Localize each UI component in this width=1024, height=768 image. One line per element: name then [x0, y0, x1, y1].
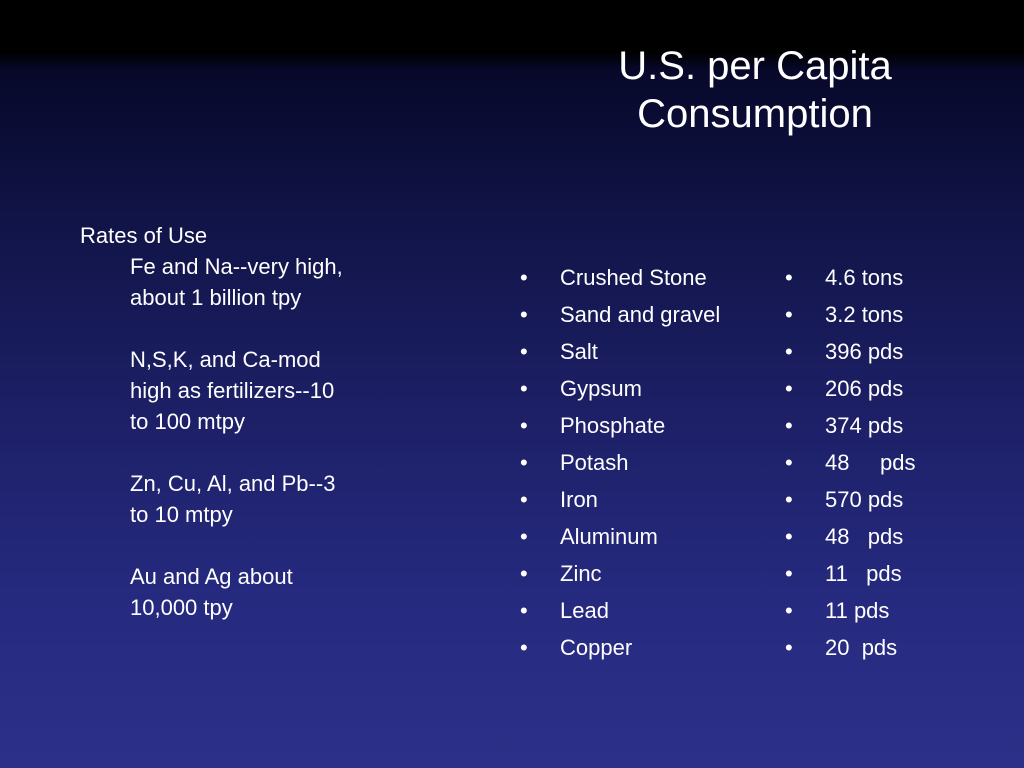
- material-item: • Salt: [520, 333, 780, 370]
- material-item: • Gypsum: [520, 370, 780, 407]
- material-item: • Zinc: [520, 555, 780, 592]
- bullet-icon: •: [785, 265, 793, 290]
- amount-item: • 374 pds: [785, 407, 985, 444]
- rate-line: Au and Ag about: [130, 564, 293, 589]
- bullet-icon: •: [785, 635, 793, 660]
- rates-heading: Rates of Use: [80, 223, 208, 248]
- bullet-icon: •: [785, 339, 793, 364]
- material-item: • Copper: [520, 629, 780, 666]
- amount-value: 396 pds: [825, 339, 904, 364]
- slide-title: U.S. per Capita Consumption: [520, 42, 990, 138]
- bullet-icon: •: [520, 339, 528, 364]
- amount-value: 374 pds: [825, 413, 904, 438]
- amount-item: • 206 pds: [785, 370, 985, 407]
- amount-item: • 48 pds: [785, 518, 985, 555]
- rate-line: 10,000 tpy: [130, 595, 233, 620]
- material-item: • Aluminum: [520, 518, 780, 555]
- amount-value: 11 pds: [825, 598, 890, 623]
- amount-value: 20 pds: [825, 635, 898, 660]
- amounts-list: • 4.6 tons • 3.2 tons • 396 pds • 206 pds • 3…: [785, 259, 985, 666]
- bullet-icon: •: [785, 450, 793, 475]
- material-name: Iron: [560, 487, 598, 512]
- material-name: Crushed Stone: [560, 265, 707, 290]
- bullet-icon: •: [520, 450, 528, 475]
- bullet-icon: •: [785, 524, 793, 549]
- materials-list: • Crushed Stone • Sand and gravel • Salt • G…: [520, 259, 780, 666]
- bullet-icon: •: [520, 524, 528, 549]
- material-name: Aluminum: [560, 524, 658, 549]
- material-name: Sand and gravel: [560, 302, 721, 327]
- rate-line: high as fertilizers--10: [130, 378, 335, 403]
- material-item: • Iron: [520, 481, 780, 518]
- bullet-icon: •: [520, 302, 528, 327]
- rate-line: to 100 mtpy: [130, 409, 245, 434]
- material-item: • Lead: [520, 592, 780, 629]
- bullet-icon: •: [520, 265, 528, 290]
- amount-value: 11 pds: [825, 561, 902, 586]
- bullet-icon: •: [785, 376, 793, 401]
- amount-value: 48 pds: [825, 524, 904, 549]
- amount-value: 570 pds: [825, 487, 904, 512]
- material-name: Phosphate: [560, 413, 666, 438]
- rate-line: Zn, Cu, Al, and Pb--3: [130, 471, 336, 496]
- material-name: Zinc: [560, 561, 602, 586]
- material-item: • Phosphate: [520, 407, 780, 444]
- rate-line: Fe and Na--very high,: [130, 254, 343, 279]
- material-item: • Crushed Stone: [520, 259, 780, 296]
- bullet-icon: •: [520, 487, 528, 512]
- amount-item: • 3.2 tons: [785, 296, 985, 333]
- amount-value: 48 pds: [825, 450, 916, 475]
- bullet-icon: •: [785, 487, 793, 512]
- amount-item: • 570 pds: [785, 481, 985, 518]
- material-name: Salt: [560, 339, 598, 364]
- amount-value: 206 pds: [825, 376, 904, 401]
- bullet-icon: •: [520, 413, 528, 438]
- rate-line: N,S,K, and Ca-mod: [130, 347, 321, 372]
- title-line-2: Consumption: [637, 92, 873, 136]
- material-item: • Sand and gravel: [520, 296, 780, 333]
- amount-item: • 20 pds: [785, 629, 985, 666]
- rate-block-fe-na: Fe and Na--very high, about 1 billion tp…: [130, 251, 410, 313]
- material-name: Gypsum: [560, 376, 642, 401]
- material-name: Copper: [560, 635, 633, 660]
- bullet-icon: •: [785, 561, 793, 586]
- bullet-icon: •: [785, 598, 793, 623]
- bullet-icon: •: [520, 376, 528, 401]
- material-name: Lead: [560, 598, 609, 623]
- rates-of-use-section: Rates of Use Fe and Na--very high, about…: [80, 220, 410, 654]
- amount-item: • 11 pds: [785, 555, 985, 592]
- amount-item: • 396 pds: [785, 333, 985, 370]
- bullet-icon: •: [520, 635, 528, 660]
- amount-item: • 11 pds: [785, 592, 985, 629]
- bullet-icon: •: [785, 302, 793, 327]
- bullet-icon: •: [785, 413, 793, 438]
- amount-item: • 48 pds: [785, 444, 985, 481]
- rate-line: to 10 mtpy: [130, 502, 233, 527]
- rate-block-nskca: N,S,K, and Ca-mod high as fertilizers--1…: [130, 344, 410, 437]
- bullet-icon: •: [520, 598, 528, 623]
- rate-line: about 1 billion tpy: [130, 285, 302, 310]
- amount-value: 4.6 tons: [825, 265, 904, 290]
- rate-block-zn-cu-al-pb: Zn, Cu, Al, and Pb--3 to 10 mtpy: [130, 468, 410, 530]
- title-line-1: U.S. per Capita: [618, 44, 892, 88]
- rate-block-au-ag: Au and Ag about 10,000 tpy: [130, 561, 410, 623]
- material-item: • Potash: [520, 444, 780, 481]
- amount-value: 3.2 tons: [825, 302, 904, 327]
- bullet-icon: •: [520, 561, 528, 586]
- amount-item: • 4.6 tons: [785, 259, 985, 296]
- material-name: Potash: [560, 450, 629, 475]
